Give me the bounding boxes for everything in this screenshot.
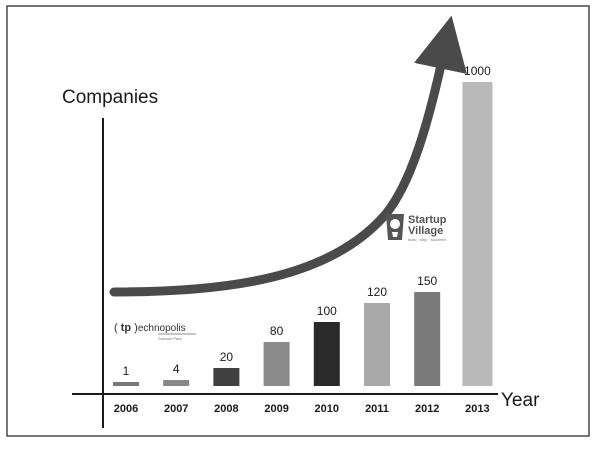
bar-value-label-2009: 80 <box>270 324 284 338</box>
bar-2006 <box>113 382 139 386</box>
y-axis-label: Companies <box>62 87 158 108</box>
bar-value-label-2013: 1000 <box>464 64 491 78</box>
slide-frame <box>6 5 590 437</box>
x-tick-2009: 2009 <box>264 403 288 415</box>
svg-text:( tp )echnopolis: ( tp )echnopolis <box>114 322 186 334</box>
svg-text:Startup: Startup <box>408 214 447 226</box>
bar-value-label-2006: 1 <box>123 364 130 378</box>
bars-group: 1 4 20 80 100 120 150 1000 <box>113 64 493 386</box>
bar-2012 <box>414 292 441 386</box>
bar-value-label-2008: 20 <box>220 350 234 364</box>
x-axis-label: Year <box>501 390 540 411</box>
x-tick-2012: 2012 <box>415 403 439 415</box>
bar-2007 <box>163 380 190 386</box>
bar-2013 <box>462 82 493 386</box>
bar-value-label-2010: 100 <box>317 304 337 318</box>
x-tick-2011: 2011 <box>365 403 389 415</box>
technopolis-logo: ( tp )echnopolis Science Park <box>114 322 196 341</box>
bar-value-label-2007: 4 <box>173 362 180 376</box>
growth-arrow <box>109 15 467 297</box>
bar-2011 <box>364 303 390 386</box>
x-tick-2006: 2006 <box>114 403 138 415</box>
x-tick-2013: 2013 <box>465 403 489 415</box>
x-tick-2007: 2007 <box>164 403 188 415</box>
bar-value-label-2012: 150 <box>417 274 437 288</box>
svg-text:Science Park: Science Park <box>158 336 182 341</box>
bar-2010 <box>313 322 340 386</box>
startup-village-logo: Startup Village build · ship · succeed <box>386 214 447 242</box>
x-ticks-group: 2006 2007 2008 2009 2010 2011 2012 2013 <box>114 403 490 415</box>
x-tick-2008: 2008 <box>214 403 238 415</box>
svg-text:Village: Village <box>408 225 443 237</box>
bar-2009 <box>263 342 290 386</box>
bar-2008 <box>213 368 240 386</box>
svg-text:build · ship · succeed: build · ship · succeed <box>408 237 446 242</box>
x-tick-2010: 2010 <box>315 403 339 415</box>
bar-value-label-2011: 120 <box>367 285 387 299</box>
